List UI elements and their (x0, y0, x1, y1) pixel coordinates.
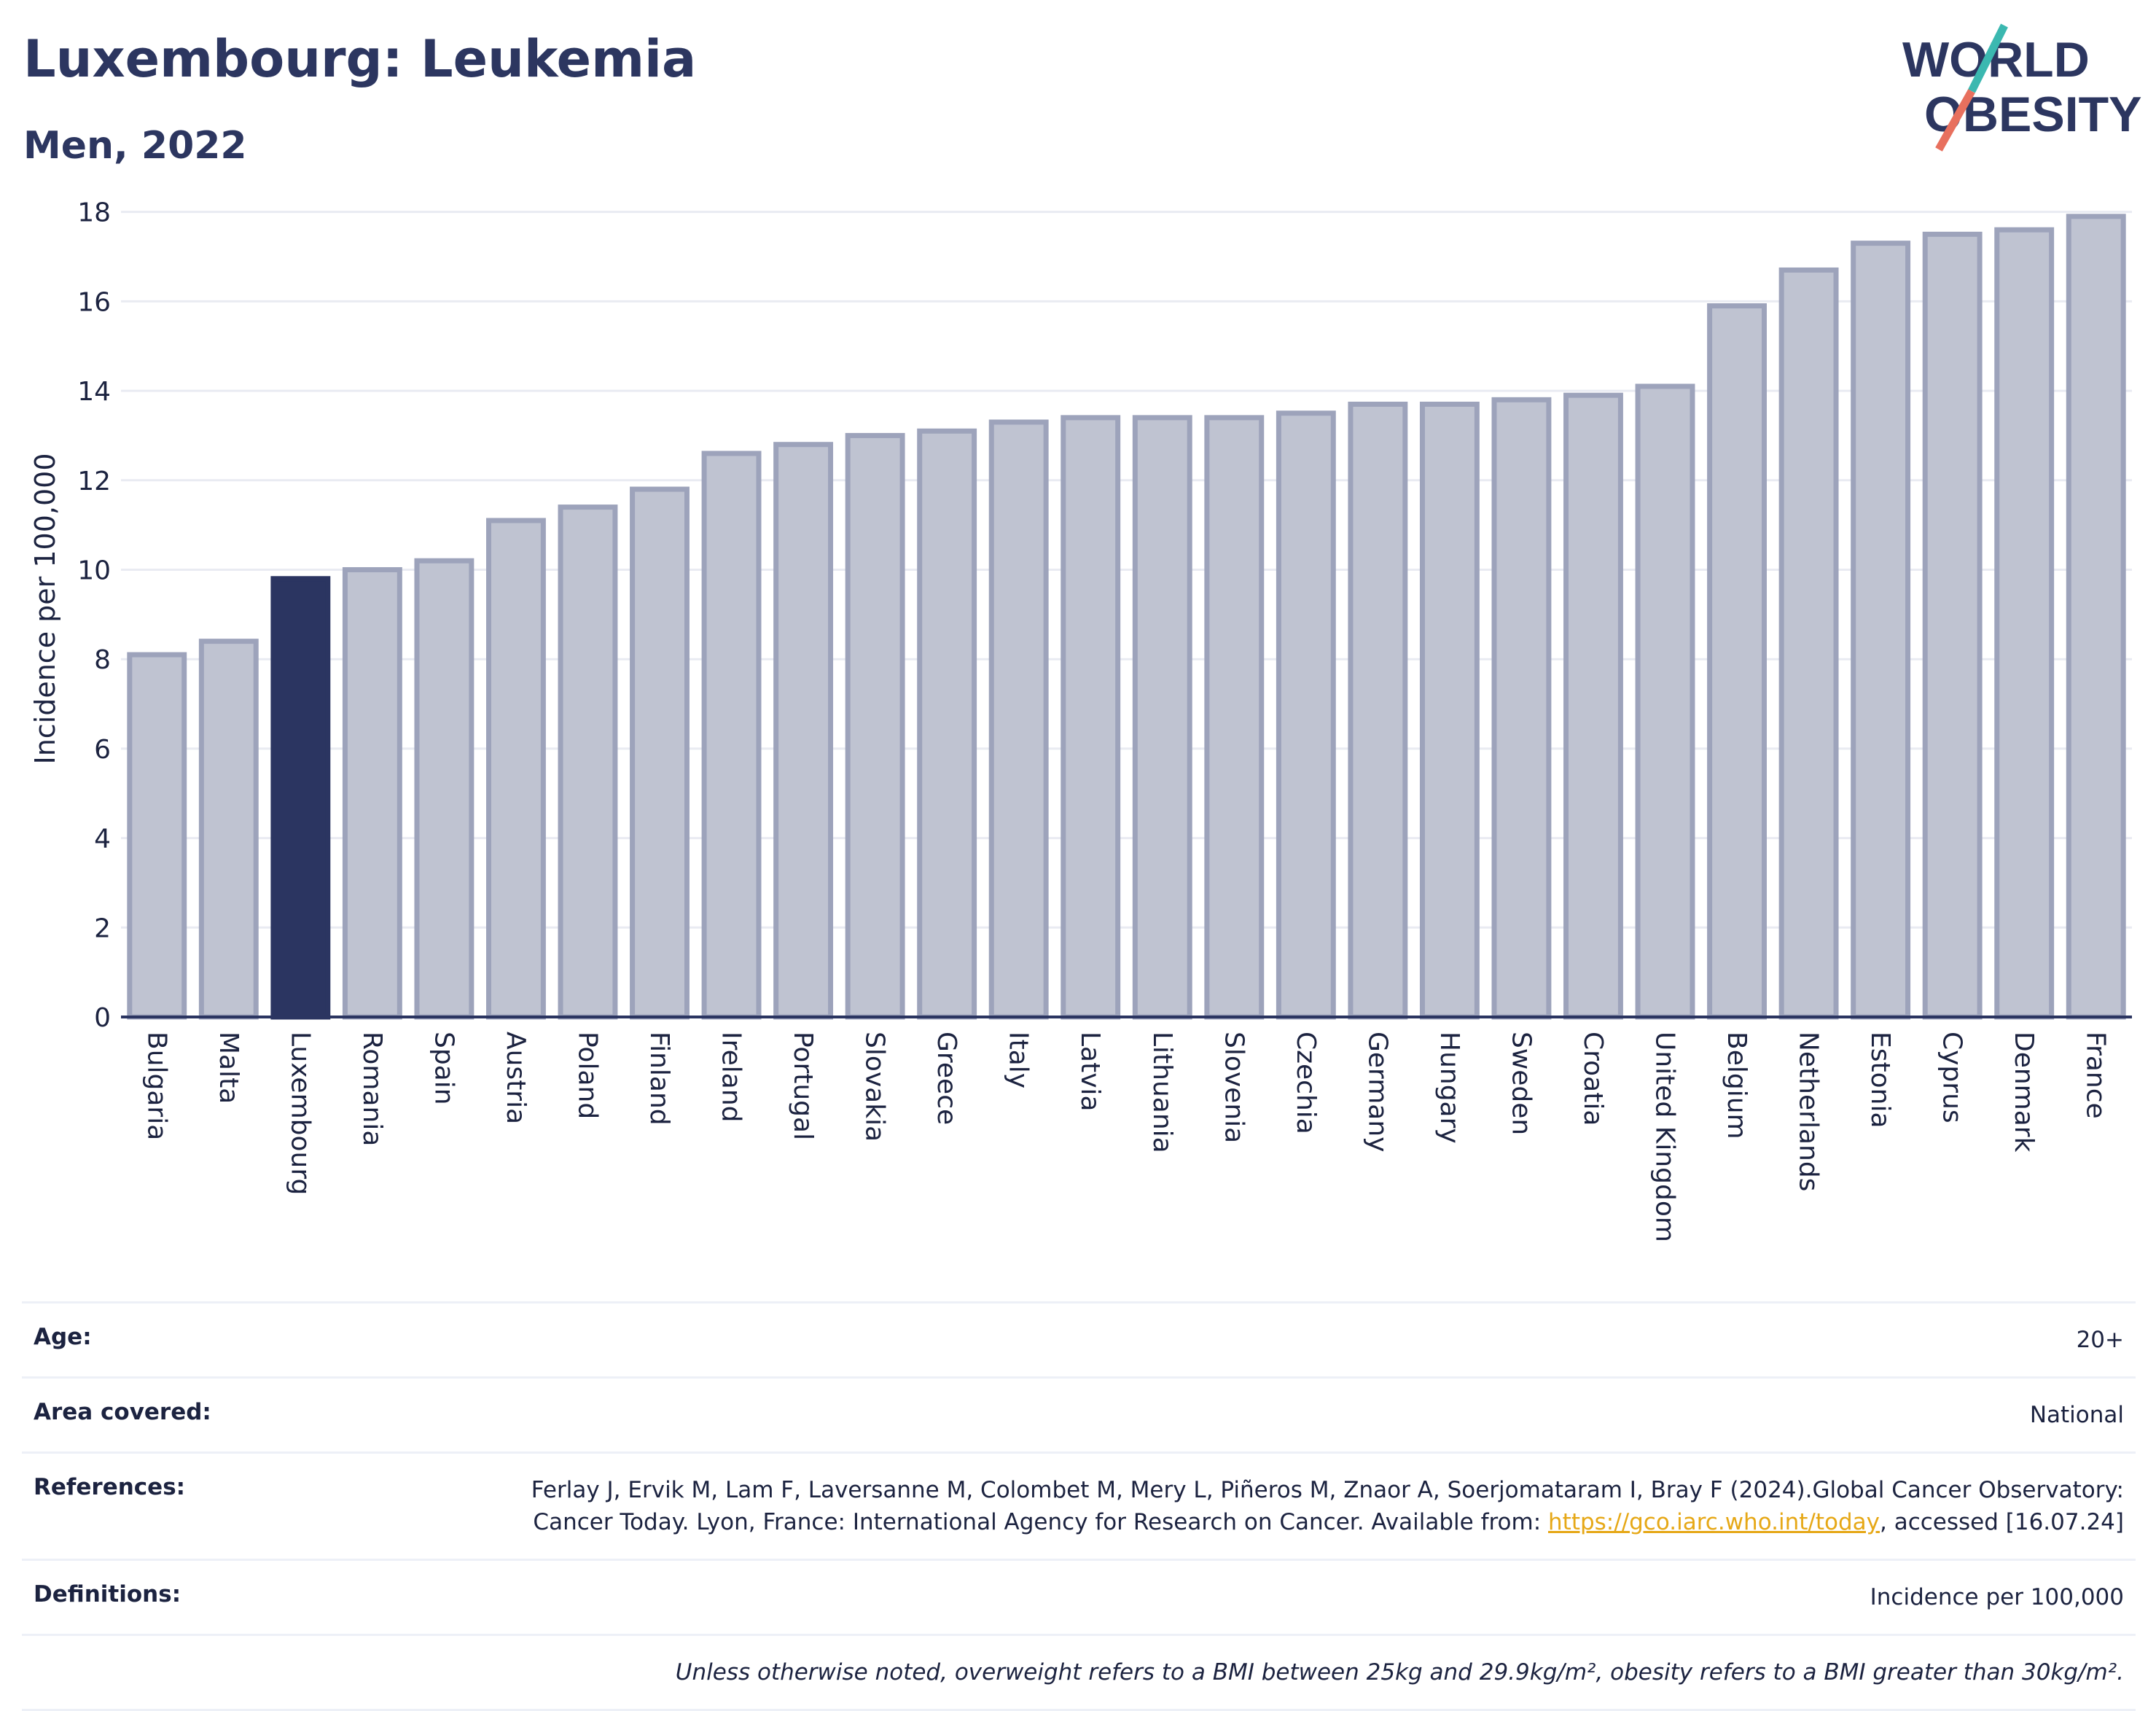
bar-bulgaria (127, 652, 187, 1020)
x-tick-label: Lithuania (1147, 1032, 1177, 1153)
metadata-table: Age: 20+ Area covered: National Referenc… (22, 1301, 2136, 1711)
bar-luxembourg (270, 576, 331, 1020)
x-tick-label: Portugal (788, 1032, 818, 1140)
bar-estonia (1851, 241, 1911, 1020)
area-value: National (2029, 1402, 2124, 1428)
definitions-label: Definitions: (34, 1581, 181, 1607)
bars (127, 214, 2126, 1020)
y-tick-label: 2 (94, 913, 111, 943)
x-tick-label: Italy (1004, 1032, 1034, 1088)
x-tick-label: Hungary (1434, 1032, 1464, 1144)
references-label: References: (34, 1474, 186, 1500)
x-tick-label: Belgium (1722, 1032, 1751, 1139)
bar-belgium (1707, 303, 1767, 1020)
bar-cyprus (1922, 231, 1983, 1020)
bar-malta (198, 639, 259, 1020)
x-tick-label: Ireland (716, 1032, 746, 1123)
bar-slovenia (1204, 415, 1265, 1020)
x-tick-label: Netherlands (1794, 1032, 1824, 1191)
bar-romania (342, 566, 402, 1020)
bar-spain (414, 558, 474, 1020)
y-tick-label: 10 (77, 556, 111, 585)
bar-germany (1348, 401, 1408, 1020)
x-tick-label: Malta (214, 1032, 243, 1104)
bar-sweden (1491, 397, 1552, 1020)
x-tick-label: Estonia (1865, 1032, 1895, 1129)
references-link[interactable]: https://gco.iarc.who.int/today (1548, 1509, 1880, 1535)
references-row: References: Ferlay J, Ervik M, Lam F, La… (22, 1451, 2136, 1559)
bar-france (2066, 214, 2126, 1020)
x-tick-label: Greece (931, 1032, 961, 1125)
y-tick-label: 8 (94, 645, 111, 675)
definitions-value: Incidence per 100,000 (1870, 1584, 2124, 1610)
x-tick-label: United Kingdom (1650, 1032, 1680, 1242)
age-value: 20+ (2076, 1327, 2124, 1353)
x-tick-label: Bulgaria (141, 1032, 171, 1140)
x-tick-label: Austria (501, 1032, 531, 1124)
bar-united-kingdom (1635, 383, 1695, 1020)
definitions-row: Definitions: Incidence per 100,000 (22, 1559, 2136, 1634)
age-label: Age: (34, 1324, 92, 1350)
bar-portugal (773, 442, 834, 1020)
x-tick-label: Spain (429, 1032, 458, 1105)
bar-chart: 0 2 4 6 8 10 12 14 16 18 Bulgaria Malta Luxembourg Ro… (29, 198, 2132, 1242)
x-tick-label: Germany (1362, 1032, 1392, 1152)
bar-croatia (1563, 392, 1623, 1020)
x-tick-label: Finland (644, 1032, 674, 1126)
bar-ireland (701, 451, 762, 1020)
x-tick-label: Poland (572, 1032, 602, 1119)
x-tick-label: Luxembourg (285, 1032, 315, 1195)
age-row: Age: 20+ (22, 1301, 2136, 1376)
x-tick-label: Romania (357, 1032, 387, 1146)
x-tick-label: France (2081, 1032, 2111, 1119)
area-row: Area covered: National (22, 1376, 2136, 1451)
bar-finland (630, 486, 690, 1020)
bar-hungary (1419, 401, 1480, 1020)
bar-czechia (1276, 410, 1336, 1020)
x-tick-label: Slovakia (860, 1032, 890, 1142)
y-tick-label: 4 (94, 825, 111, 854)
bar-italy (988, 419, 1049, 1020)
y-tick-label: 16 (77, 287, 111, 317)
y-tick-label: 18 (77, 198, 111, 228)
x-tick-label: Cyprus (1937, 1032, 1967, 1123)
bar-lithuania (1132, 415, 1192, 1020)
y-tick-label: 0 (94, 1003, 111, 1033)
references-text: Ferlay J, Ervik M, Lam F, Laversanne M, … (531, 1477, 2124, 1535)
world-obesity-logo: WORLD OBESITY (1902, 23, 2142, 152)
bar-latvia (1061, 415, 1121, 1020)
x-tick-label: Czechia (1291, 1032, 1321, 1134)
bar-slovakia (845, 432, 905, 1020)
references-value: Ferlay J, Ervik M, Lam F, Laversanne M, … (448, 1474, 2124, 1538)
y-axis-label: Incidence per 100,000 (29, 453, 61, 764)
references-suffix: , accessed [16.07.24] (1879, 1509, 2124, 1535)
bar-poland (558, 504, 618, 1020)
y-tick-label: 14 (77, 377, 111, 407)
x-tick-label: Slovenia (1219, 1032, 1249, 1143)
x-tick-label: Sweden (1506, 1032, 1536, 1135)
x-tick-label: Croatia (1578, 1032, 1608, 1126)
chart-subtitle: Men, 2022 (23, 124, 247, 168)
note-row: Unless otherwise noted, overweight refer… (22, 1634, 2136, 1711)
bar-austria (486, 518, 546, 1020)
bar-denmark (1994, 227, 2055, 1020)
x-tick-label: Latvia (1075, 1032, 1105, 1112)
y-tick-label: 6 (94, 735, 111, 765)
axes: 0 2 4 6 8 10 12 14 16 18 Bulgaria Malta Luxembourg Ro… (77, 198, 2132, 1242)
x-tick-label: Denmark (2009, 1032, 2039, 1153)
definition-note: Unless otherwise noted, overweight refer… (675, 1659, 2124, 1685)
bar-greece (917, 428, 977, 1020)
bar-netherlands (1778, 267, 1839, 1020)
area-label: Area covered: (34, 1399, 211, 1425)
y-tick-label: 12 (77, 467, 111, 496)
chart-title: Luxembourg: Leukemia (23, 29, 697, 89)
